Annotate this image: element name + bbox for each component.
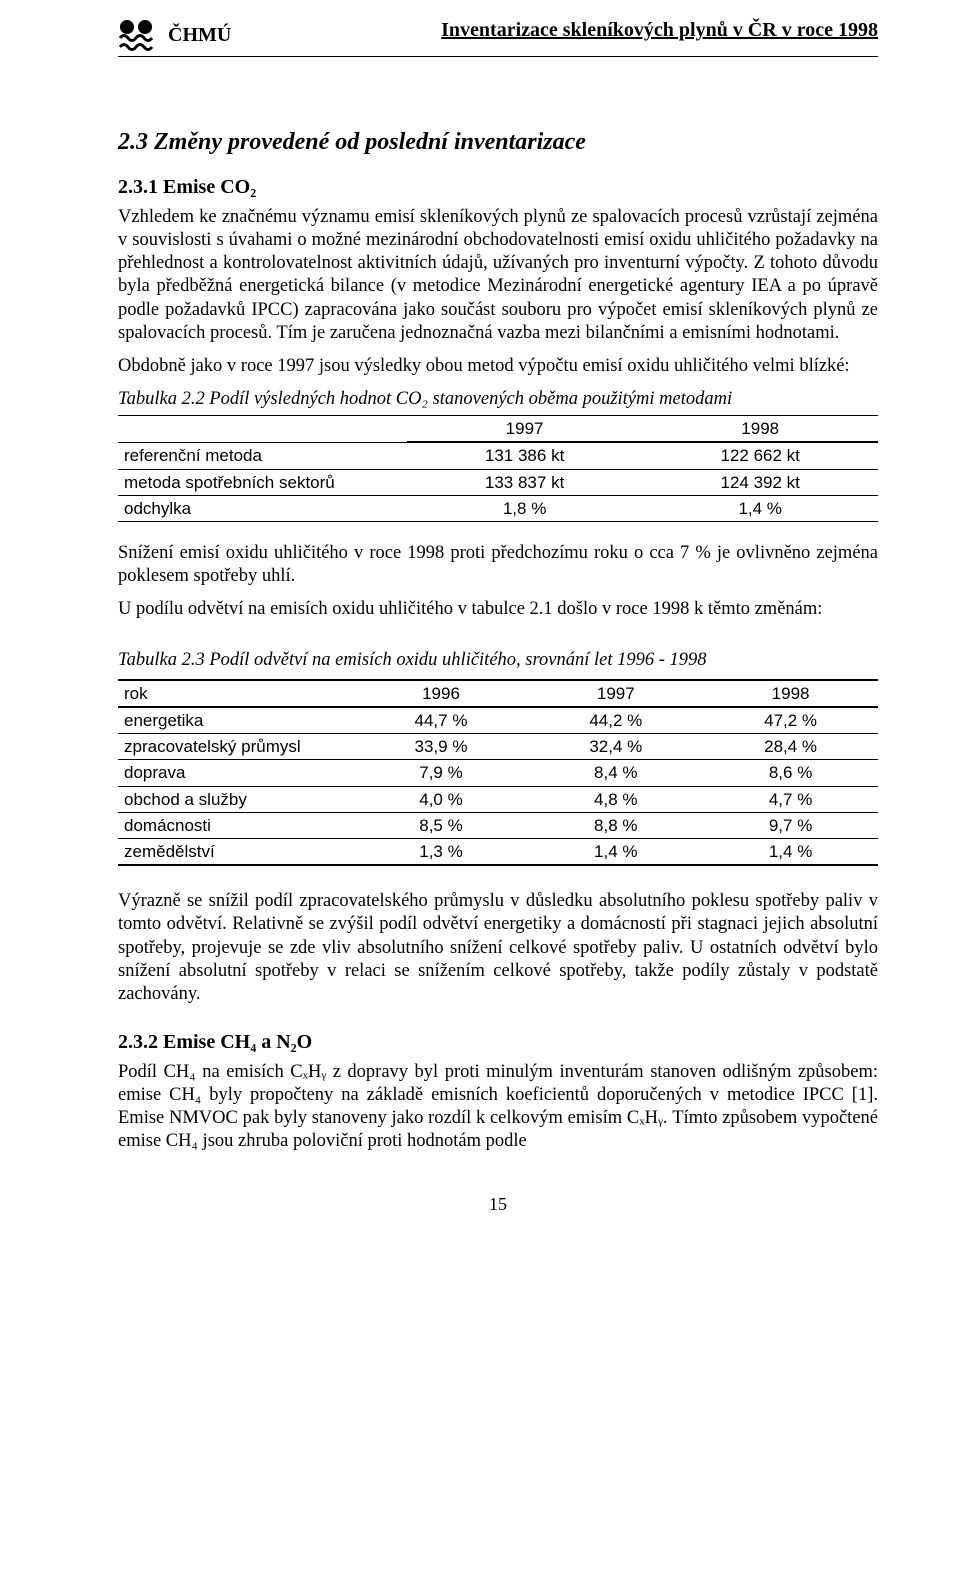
table-cell: 28,4 % — [703, 734, 878, 760]
table-cell: 4,8 % — [528, 786, 703, 812]
doc-title: Inventarizace skleníkových plynů v ČR v … — [441, 18, 878, 43]
page-number: 15 — [118, 1193, 878, 1216]
table-cell: 1,3 % — [354, 839, 529, 866]
table-row: metoda spotřebních sektorů 133 837 kt 12… — [118, 469, 878, 495]
para-2-3-1-a: Vzhledem ke značnému významu emisí sklen… — [118, 206, 878, 345]
table-row: 1997 1998 — [118, 416, 878, 443]
table-cell: 4,7 % — [703, 786, 878, 812]
table-cell: rok — [118, 680, 354, 707]
table-cell: 8,4 % — [528, 760, 703, 786]
org-name: ČHMÚ — [168, 23, 231, 48]
table-cell: 1,4 % — [528, 839, 703, 866]
table-cell: energetika — [118, 707, 354, 734]
table-cell: 9,7 % — [703, 812, 878, 838]
table-2-2-caption: Tabulka 2.2 Podíl výsledných hodnot CO₂ … — [118, 388, 878, 411]
table-2-3: rok 1996 1997 1998 energetika 44,7 % 44,… — [118, 679, 878, 867]
table-cell: metoda spotřebních sektorů — [118, 469, 407, 495]
table-cell: 7,9 % — [354, 760, 529, 786]
table-cell: 1,4 % — [703, 839, 878, 866]
table-cell: 133 837 kt — [407, 469, 643, 495]
table-cell: 131 386 kt — [407, 442, 643, 469]
table-row: odchylka 1,8 % 1,4 % — [118, 495, 878, 521]
table-row: zpracovatelský průmysl 33,9 % 32,4 % 28,… — [118, 734, 878, 760]
table-2-3-caption: Tabulka 2.3 Podíl odvětví na emisích oxi… — [118, 649, 878, 672]
table-cell: 1,8 % — [407, 495, 643, 521]
para-after-t22-2: U podílu odvětví na emisích oxidu uhliči… — [118, 598, 878, 621]
table-cell: 8,6 % — [703, 760, 878, 786]
table-row: doprava 7,9 % 8,4 % 8,6 % — [118, 760, 878, 786]
table-cell: 44,2 % — [528, 707, 703, 734]
subsection-heading-2-3-2: 2.3.2 Emise CH₄ a N₂O — [118, 1030, 878, 1055]
table-cell: 1998 — [642, 416, 878, 443]
table-cell: 44,7 % — [354, 707, 529, 734]
table-cell: 1997 — [407, 416, 643, 443]
section-heading-2-3: 2.3 Změny provedené od poslední inventar… — [118, 127, 878, 157]
table-cell: 1997 — [528, 680, 703, 707]
table-row: obchod a služby 4,0 % 4,8 % 4,7 % — [118, 786, 878, 812]
para-after-t23: Výrazně se snížil podíl zpracovatelského… — [118, 890, 878, 1006]
table-cell: 4,0 % — [354, 786, 529, 812]
table-cell: 47,2 % — [703, 707, 878, 734]
table-cell: referenční metoda — [118, 442, 407, 469]
table-row: rok 1996 1997 1998 — [118, 680, 878, 707]
table-cell: 124 392 kt — [642, 469, 878, 495]
table-cell: 8,5 % — [354, 812, 529, 838]
table-row: energetika 44,7 % 44,2 % 47,2 % — [118, 707, 878, 734]
table-cell: doprava — [118, 760, 354, 786]
table-row: referenční metoda 131 386 kt 122 662 kt — [118, 442, 878, 469]
para-2-3-1-b: Obdobně jako v roce 1997 jsou výsledky o… — [118, 355, 878, 378]
subsection-heading-2-3-1: 2.3.1 Emise CO₂ — [118, 175, 878, 200]
table-cell: zpracovatelský průmysl — [118, 734, 354, 760]
table-cell: 122 662 kt — [642, 442, 878, 469]
table-cell: domácnosti — [118, 812, 354, 838]
table-cell: 1996 — [354, 680, 529, 707]
table-2-2: 1997 1998 referenční metoda 131 386 kt 1… — [118, 415, 878, 522]
header-left: ČHMÚ — [118, 18, 231, 52]
chmu-logo-icon — [118, 18, 158, 52]
table-cell: 33,9 % — [354, 734, 529, 760]
table-row: domácnosti 8,5 % 8,8 % 9,7 % — [118, 812, 878, 838]
para-2-3-2-a: Podíl CH₄ na emisích CₓHᵧ z dopravy byl … — [118, 1061, 878, 1154]
table-cell: obchod a služby — [118, 786, 354, 812]
table-cell: zemědělství — [118, 839, 354, 866]
page-header: ČHMÚ Inventarizace skleníkových plynů v … — [118, 18, 878, 57]
para-after-t22-1: Snížení emisí oxidu uhličitého v roce 19… — [118, 542, 878, 588]
table-row: zemědělství 1,3 % 1,4 % 1,4 % — [118, 839, 878, 866]
table-cell: odchylka — [118, 495, 407, 521]
table-cell: 1998 — [703, 680, 878, 707]
table-cell — [118, 416, 407, 443]
table-cell: 1,4 % — [642, 495, 878, 521]
table-cell: 8,8 % — [528, 812, 703, 838]
table-cell: 32,4 % — [528, 734, 703, 760]
page: ČHMÚ Inventarizace skleníkových plynů v … — [0, 0, 960, 1256]
